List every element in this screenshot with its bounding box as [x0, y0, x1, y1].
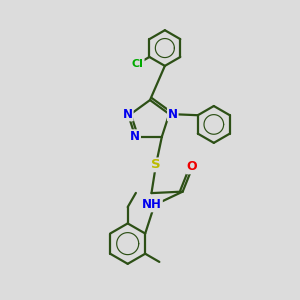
Text: S: S: [151, 158, 161, 171]
Text: N: N: [130, 130, 140, 143]
Text: O: O: [186, 160, 197, 173]
Text: N: N: [123, 107, 133, 121]
Text: N: N: [168, 107, 178, 121]
Text: Cl: Cl: [132, 59, 144, 69]
Text: NH: NH: [142, 199, 162, 212]
